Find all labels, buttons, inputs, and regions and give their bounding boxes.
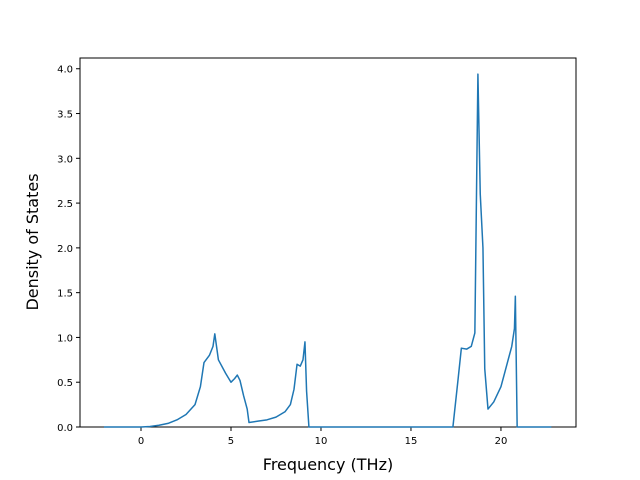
x-tick-label: 0 <box>138 436 144 447</box>
y-tick-label: 0.0 <box>57 423 73 434</box>
y-axis-label: Density of States <box>23 173 42 310</box>
y-tick-label: 0.5 <box>57 378 73 389</box>
x-tick-label: 20 <box>495 436 508 447</box>
dos-line <box>103 73 552 428</box>
x-tick-label: 10 <box>315 436 328 447</box>
y-tick-label: 2.5 <box>57 199 73 210</box>
x-tick-label: 15 <box>405 436 418 447</box>
x-tick-label: 5 <box>228 436 234 447</box>
y-tick-label: 3.5 <box>57 110 73 121</box>
y-tick-label: 1.5 <box>57 289 73 300</box>
plot-frame <box>79 57 577 428</box>
y-tick-label: 4.0 <box>57 65 73 76</box>
x-axis-label: Frequency (THz) <box>263 455 393 474</box>
y-tick-label: 1.0 <box>57 333 73 344</box>
y-tick-label: 2.0 <box>57 244 73 255</box>
y-tick-label: 3.0 <box>57 154 73 165</box>
